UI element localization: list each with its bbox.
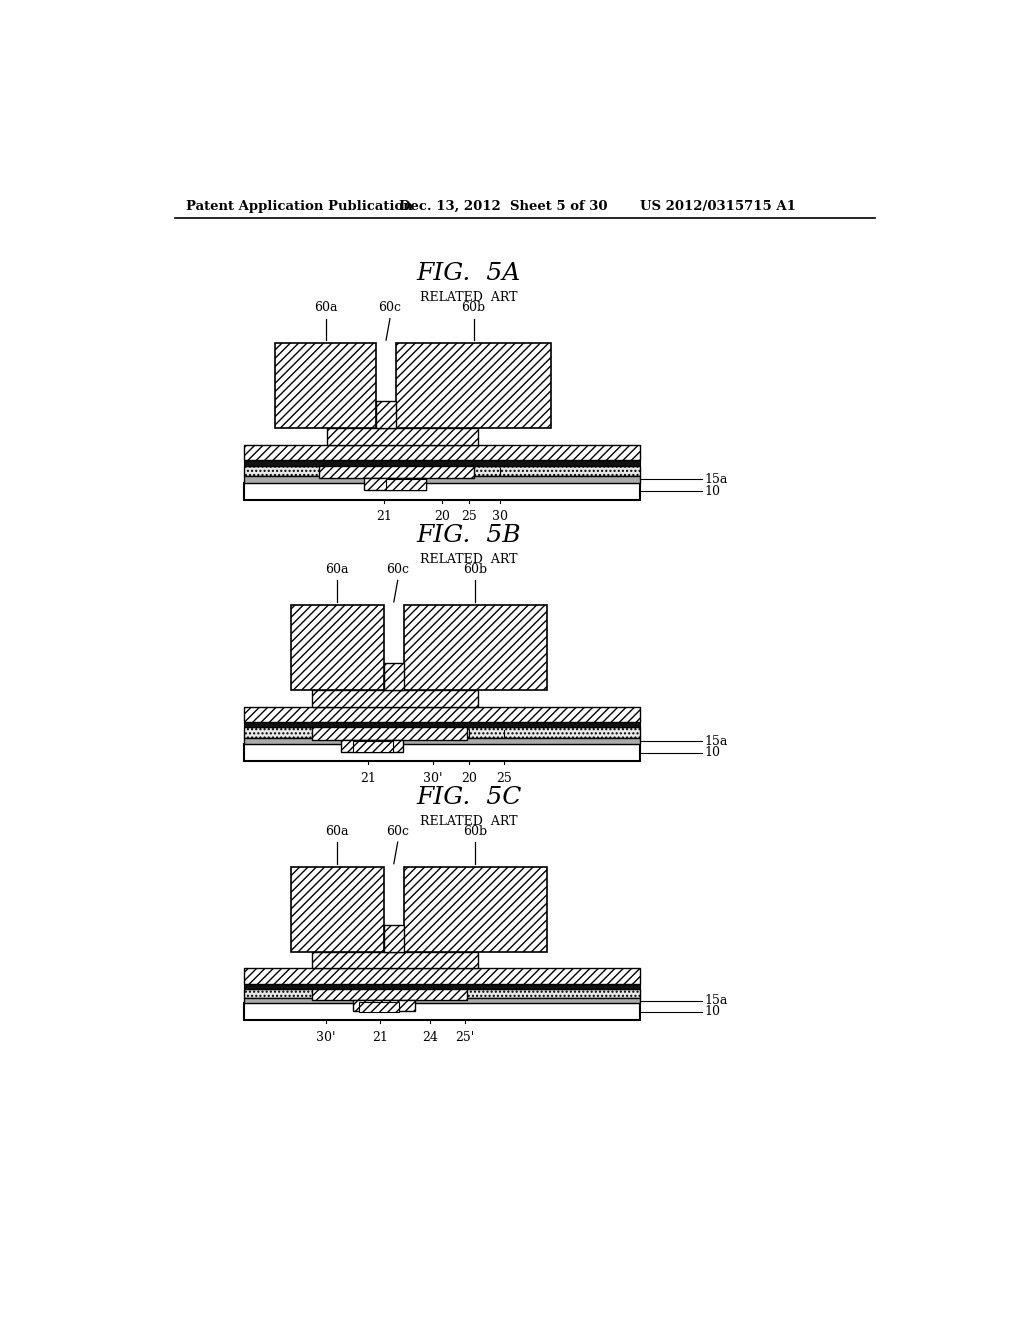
Text: 30: 30 <box>492 511 508 523</box>
Text: 15a: 15a <box>705 735 728 748</box>
Text: 25': 25' <box>456 1031 475 1044</box>
Bar <box>311 952 478 969</box>
Bar <box>245 722 640 727</box>
Bar <box>245 744 640 762</box>
Text: 15a: 15a <box>705 473 728 486</box>
Text: 10: 10 <box>705 1005 721 1018</box>
Bar <box>245 983 640 989</box>
Bar <box>384 924 403 952</box>
Text: Patent Application Publication: Patent Application Publication <box>186 199 413 213</box>
Text: RELATED  ART: RELATED ART <box>420 553 518 566</box>
Text: 21: 21 <box>372 1031 388 1044</box>
Bar <box>245 483 640 499</box>
Bar <box>245 706 640 722</box>
Text: 60c: 60c <box>386 825 410 838</box>
Bar <box>245 477 640 483</box>
Bar <box>311 689 478 706</box>
Bar <box>311 989 467 1001</box>
Bar <box>245 466 640 477</box>
Bar <box>403 867 547 952</box>
Bar <box>341 739 403 752</box>
Text: 60c: 60c <box>386 562 410 576</box>
Text: 60a: 60a <box>314 301 337 314</box>
Text: 21: 21 <box>360 772 376 785</box>
Bar <box>275 343 376 428</box>
Bar <box>245 998 640 1003</box>
Text: 60a: 60a <box>326 562 349 576</box>
Bar <box>245 969 640 983</box>
Bar <box>245 1003 640 1020</box>
Bar <box>245 727 640 738</box>
Bar <box>328 428 478 445</box>
Bar <box>245 461 640 466</box>
Bar <box>396 343 551 428</box>
Bar <box>245 738 640 744</box>
Bar <box>359 1002 399 1012</box>
Text: US 2012/0315715 A1: US 2012/0315715 A1 <box>640 199 796 213</box>
Text: RELATED  ART: RELATED ART <box>420 290 518 304</box>
Text: 60b: 60b <box>462 301 485 314</box>
Text: 15a: 15a <box>705 994 728 1007</box>
Bar <box>291 867 384 952</box>
Text: 21: 21 <box>376 511 392 523</box>
Bar <box>245 445 640 461</box>
Text: 24: 24 <box>422 1031 438 1044</box>
Bar <box>245 989 640 998</box>
Bar <box>365 478 426 490</box>
Text: 25: 25 <box>496 772 512 785</box>
Text: 60b: 60b <box>463 562 487 576</box>
Text: 30': 30' <box>315 1031 336 1044</box>
Text: RELATED  ART: RELATED ART <box>420 814 518 828</box>
Bar <box>386 479 426 490</box>
Text: 30': 30' <box>423 772 442 785</box>
Bar <box>376 401 396 428</box>
Text: Dec. 13, 2012  Sheet 5 of 30: Dec. 13, 2012 Sheet 5 of 30 <box>399 199 608 213</box>
Text: FIG.  5A: FIG. 5A <box>417 263 521 285</box>
Text: FIG.  5C: FIG. 5C <box>417 785 521 809</box>
Text: 25: 25 <box>461 511 477 523</box>
Text: 60b: 60b <box>463 825 487 838</box>
Text: 60c: 60c <box>379 301 401 314</box>
Bar <box>403 605 547 689</box>
Text: 10: 10 <box>705 746 721 759</box>
Bar <box>319 466 474 478</box>
Bar <box>352 1001 415 1011</box>
Bar <box>384 663 403 689</box>
Text: 20: 20 <box>434 511 450 523</box>
Bar <box>311 727 467 739</box>
Text: FIG.  5B: FIG. 5B <box>417 524 521 548</box>
Text: 10: 10 <box>705 484 721 498</box>
Text: 20: 20 <box>461 772 477 785</box>
Bar <box>352 742 393 752</box>
Bar <box>291 605 384 689</box>
Text: 60a: 60a <box>326 825 349 838</box>
